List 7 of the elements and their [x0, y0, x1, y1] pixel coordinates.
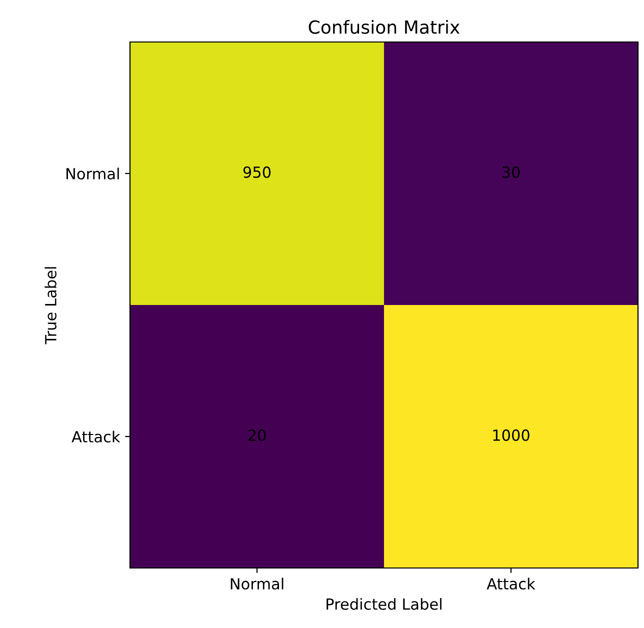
y-axis-title: True Label — [44, 267, 56, 344]
chart-title: Confusion Matrix — [308, 20, 460, 34]
x-axis-title: Predicted Label — [326, 598, 442, 610]
data-label: 950 — [243, 166, 271, 178]
data-label: 20 — [248, 429, 266, 441]
data-label: 30 — [502, 166, 520, 178]
data-label: 1000 — [493, 429, 530, 441]
